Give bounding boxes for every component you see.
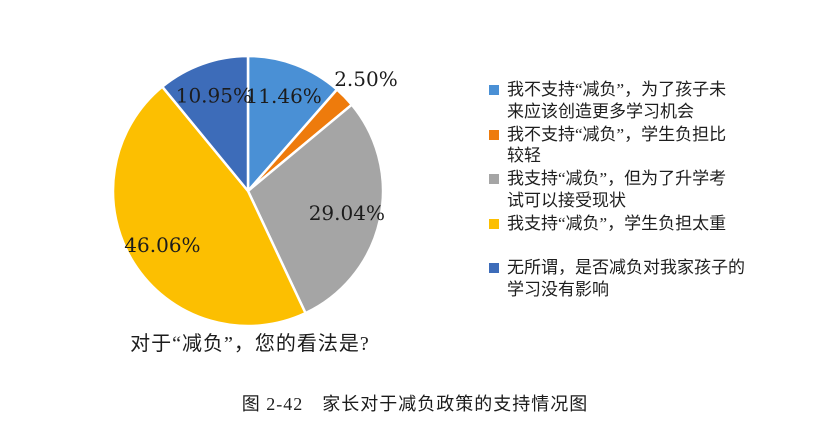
pie-slice-label: 46.06% bbox=[124, 233, 200, 257]
legend-item: 无所谓，是否减负对我家孩子的 学习没有影响 bbox=[489, 257, 824, 302]
legend-color-swatch bbox=[489, 218, 499, 229]
legend-item-label: 我支持“减负”，但为了升学考 试可以接受现状 bbox=[507, 169, 727, 210]
legend-item-label: 无所谓，是否减负对我家孩子的 学习没有影响 bbox=[507, 258, 745, 299]
legend-item: 我支持“减负”，学生负担太重 bbox=[489, 213, 824, 258]
pie-slice-label: 11.46% bbox=[246, 84, 322, 108]
pie-slice bbox=[111, 85, 307, 328]
pie-slice-label: 2.50% bbox=[334, 67, 398, 91]
pie-slice-label: 10.95% bbox=[176, 84, 252, 108]
legend-color-swatch bbox=[489, 174, 499, 184]
legend-color-swatch bbox=[489, 85, 499, 95]
pie-slice-label: 29.04% bbox=[309, 201, 385, 225]
legend-color-swatch bbox=[489, 263, 499, 273]
pie-slice bbox=[161, 54, 250, 193]
legend-item-label: 我不支持“减负”，学生负担比 较轻 bbox=[507, 124, 727, 166]
legend-item: 我不支持“减负”，为了孩子未 来应该创造更多学习机会 bbox=[489, 79, 824, 124]
legend-item-label: 我支持“减负”，学生负担太重 bbox=[507, 213, 727, 233]
pie-question-title: 对于“减负”，您的看法是? bbox=[130, 333, 370, 355]
pie-slice bbox=[246, 54, 339, 193]
chart-legend: 我不支持“减负”，为了孩子未 来应该创造更多学习机会 我不支持“减负”，学生负担比… bbox=[489, 79, 824, 302]
legend-item: 我支持“减负”，但为了升学考 试可以接受现状 bbox=[489, 168, 824, 213]
legend-color-swatch bbox=[489, 129, 499, 140]
pie-chart: 11.46% 2.50% 29.04% 46.06% 10.95% 对于“减负”，您的看… bbox=[111, 54, 398, 355]
figure-caption: 图 2-42 家长对于减负政策的支持情况图 bbox=[241, 394, 589, 414]
legend-item-label: 我不支持“减负”，为了孩子未 来应该创造更多学习机会 bbox=[507, 80, 727, 121]
legend-item: 我不支持“减负”，学生负担比 较轻 bbox=[489, 124, 824, 169]
pie-chart-canvas: 11.46% 2.50% 29.04% 46.06% 10.95% bbox=[111, 54, 398, 328]
